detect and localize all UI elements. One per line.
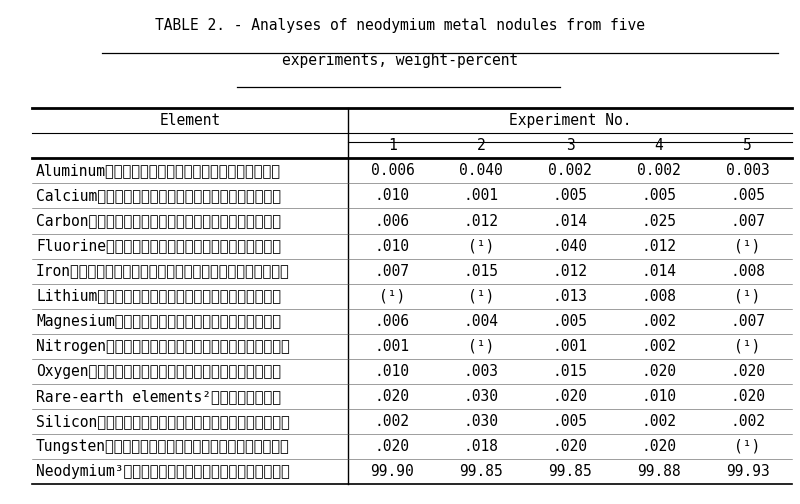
Text: .015: .015 bbox=[464, 264, 498, 279]
Text: .008: .008 bbox=[730, 264, 765, 279]
Text: .001: .001 bbox=[553, 339, 587, 354]
Text: .010: .010 bbox=[642, 389, 676, 404]
Text: 99.85: 99.85 bbox=[548, 464, 592, 479]
Text: (¹): (¹) bbox=[468, 339, 494, 354]
Text: .013: .013 bbox=[553, 289, 587, 303]
Text: .007: .007 bbox=[730, 313, 765, 329]
Text: .005: .005 bbox=[553, 313, 587, 329]
Text: 0.002: 0.002 bbox=[637, 163, 681, 178]
Text: Carbon‥‥‥‥‥‥‥‥‥‥‥‥‥‥‥‥‥‥‥‥‥‥: Carbon‥‥‥‥‥‥‥‥‥‥‥‥‥‥‥‥‥‥‥‥‥‥ bbox=[36, 214, 281, 228]
Text: (¹): (¹) bbox=[734, 339, 761, 354]
Text: .014: .014 bbox=[553, 214, 587, 228]
Text: (¹): (¹) bbox=[734, 289, 761, 303]
Text: Tungsten‥‥‥‥‥‥‥‥‥‥‥‥‥‥‥‥‥‥‥‥‥: Tungsten‥‥‥‥‥‥‥‥‥‥‥‥‥‥‥‥‥‥‥‥‥ bbox=[36, 439, 290, 454]
Text: .012: .012 bbox=[464, 214, 498, 228]
Text: 5: 5 bbox=[743, 139, 752, 153]
Text: 2: 2 bbox=[477, 139, 486, 153]
Text: .040: .040 bbox=[553, 238, 587, 254]
Text: .005: .005 bbox=[553, 414, 587, 429]
Text: .001: .001 bbox=[464, 188, 498, 204]
Text: .002: .002 bbox=[642, 339, 676, 354]
Text: Calcium‥‥‥‥‥‥‥‥‥‥‥‥‥‥‥‥‥‥‥‥‥: Calcium‥‥‥‥‥‥‥‥‥‥‥‥‥‥‥‥‥‥‥‥‥ bbox=[36, 188, 281, 204]
Text: (¹): (¹) bbox=[734, 238, 761, 254]
Text: (¹): (¹) bbox=[468, 289, 494, 303]
Text: Lithium‥‥‥‥‥‥‥‥‥‥‥‥‥‥‥‥‥‥‥‥‥: Lithium‥‥‥‥‥‥‥‥‥‥‥‥‥‥‥‥‥‥‥‥‥ bbox=[36, 289, 281, 303]
Text: Oxygen‥‥‥‥‥‥‥‥‥‥‥‥‥‥‥‥‥‥‥‥‥‥: Oxygen‥‥‥‥‥‥‥‥‥‥‥‥‥‥‥‥‥‥‥‥‥‥ bbox=[36, 364, 281, 379]
Text: 4: 4 bbox=[654, 139, 663, 153]
Text: 3: 3 bbox=[566, 139, 574, 153]
Text: experiments, weight-percent: experiments, weight-percent bbox=[282, 53, 518, 68]
Text: .020: .020 bbox=[553, 389, 587, 404]
Text: .006: .006 bbox=[375, 313, 410, 329]
Text: .025: .025 bbox=[642, 214, 676, 228]
Text: TABLE 2. - Analyses of neodymium metal nodules from five: TABLE 2. - Analyses of neodymium metal n… bbox=[155, 18, 645, 33]
Text: 99.93: 99.93 bbox=[726, 464, 770, 479]
Text: .012: .012 bbox=[553, 264, 587, 279]
Text: .005: .005 bbox=[553, 188, 587, 204]
Text: Experiment No.: Experiment No. bbox=[509, 113, 631, 129]
Text: 99.88: 99.88 bbox=[637, 464, 681, 479]
Text: Rare-earth elements²‥‥‥‥‥‥‥‥: Rare-earth elements²‥‥‥‥‥‥‥‥ bbox=[36, 389, 281, 404]
Text: .018: .018 bbox=[464, 439, 498, 454]
Text: .020: .020 bbox=[375, 389, 410, 404]
Text: .030: .030 bbox=[464, 414, 498, 429]
Text: .010: .010 bbox=[375, 364, 410, 379]
Text: .012: .012 bbox=[642, 238, 676, 254]
Text: (¹): (¹) bbox=[379, 289, 406, 303]
Text: .007: .007 bbox=[375, 264, 410, 279]
Text: .007: .007 bbox=[730, 214, 765, 228]
Text: .002: .002 bbox=[642, 313, 676, 329]
Text: 1: 1 bbox=[388, 139, 397, 153]
Text: .020: .020 bbox=[730, 364, 765, 379]
Text: .003: .003 bbox=[464, 364, 498, 379]
Text: .020: .020 bbox=[553, 439, 587, 454]
Text: .005: .005 bbox=[730, 188, 765, 204]
Text: .014: .014 bbox=[642, 264, 676, 279]
Text: Neodymium³‥‥‥‥‥‥‥‥‥‥‥‥‥‥‥‥‥‥‥: Neodymium³‥‥‥‥‥‥‥‥‥‥‥‥‥‥‥‥‥‥‥ bbox=[36, 464, 290, 479]
Text: .020: .020 bbox=[375, 439, 410, 454]
Text: .002: .002 bbox=[730, 414, 765, 429]
Text: Fluorine‥‥‥‥‥‥‥‥‥‥‥‥‥‥‥‥‥‥‥‥: Fluorine‥‥‥‥‥‥‥‥‥‥‥‥‥‥‥‥‥‥‥‥ bbox=[36, 238, 281, 254]
Text: .030: .030 bbox=[464, 389, 498, 404]
Text: (¹): (¹) bbox=[734, 439, 761, 454]
Text: 0.003: 0.003 bbox=[726, 163, 770, 178]
Text: 99.85: 99.85 bbox=[459, 464, 503, 479]
Text: 0.040: 0.040 bbox=[459, 163, 503, 178]
Text: Element: Element bbox=[159, 113, 221, 129]
Text: .004: .004 bbox=[464, 313, 498, 329]
Text: Nitrogen‥‥‥‥‥‥‥‥‥‥‥‥‥‥‥‥‥‥‥‥‥: Nitrogen‥‥‥‥‥‥‥‥‥‥‥‥‥‥‥‥‥‥‥‥‥ bbox=[36, 339, 290, 354]
Text: .015: .015 bbox=[553, 364, 587, 379]
Text: .002: .002 bbox=[375, 414, 410, 429]
Text: Silicon‥‥‥‥‥‥‥‥‥‥‥‥‥‥‥‥‥‥‥‥‥‥: Silicon‥‥‥‥‥‥‥‥‥‥‥‥‥‥‥‥‥‥‥‥‥‥ bbox=[36, 414, 290, 429]
Text: 0.006: 0.006 bbox=[370, 163, 414, 178]
Text: .010: .010 bbox=[375, 238, 410, 254]
Text: (¹): (¹) bbox=[468, 238, 494, 254]
Text: 0.002: 0.002 bbox=[548, 163, 592, 178]
Text: .006: .006 bbox=[375, 214, 410, 228]
Text: .001: .001 bbox=[375, 339, 410, 354]
Text: .020: .020 bbox=[730, 389, 765, 404]
Text: Magnesium‥‥‥‥‥‥‥‥‥‥‥‥‥‥‥‥‥‥‥: Magnesium‥‥‥‥‥‥‥‥‥‥‥‥‥‥‥‥‥‥‥ bbox=[36, 313, 281, 329]
Text: Iron‥‥‥‥‥‥‥‥‥‥‥‥‥‥‥‥‥‥‥‥‥‥‥‥‥: Iron‥‥‥‥‥‥‥‥‥‥‥‥‥‥‥‥‥‥‥‥‥‥‥‥‥ bbox=[36, 264, 290, 279]
Text: .020: .020 bbox=[642, 439, 676, 454]
Text: .010: .010 bbox=[375, 188, 410, 204]
Text: .002: .002 bbox=[642, 414, 676, 429]
Text: 99.90: 99.90 bbox=[370, 464, 414, 479]
Text: .008: .008 bbox=[642, 289, 676, 303]
Text: Aluminum‥‥‥‥‥‥‥‥‥‥‥‥‥‥‥‥‥‥‥‥: Aluminum‥‥‥‥‥‥‥‥‥‥‥‥‥‥‥‥‥‥‥‥ bbox=[36, 163, 281, 178]
Text: .005: .005 bbox=[642, 188, 676, 204]
Text: .020: .020 bbox=[642, 364, 676, 379]
